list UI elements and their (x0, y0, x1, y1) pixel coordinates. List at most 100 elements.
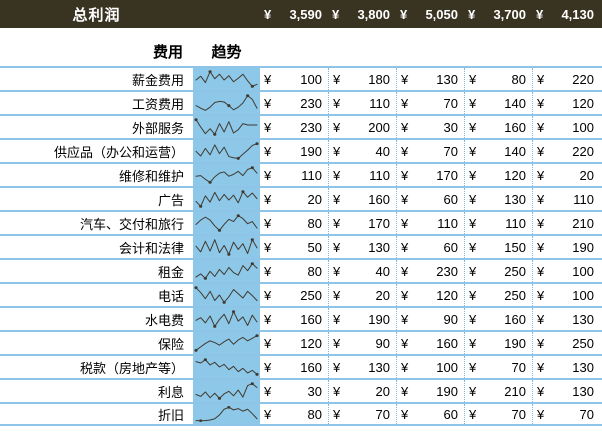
table-row[interactable]: 水电费 ¥160 ¥190 ¥90 ¥160 ¥130 (0, 306, 602, 330)
expense-value-cell[interactable]: ¥170 (396, 164, 464, 186)
expense-value-cell[interactable]: ¥40 (328, 140, 396, 162)
table-row[interactable]: 外部服务 ¥230 ¥200 ¥30 ¥160 ¥100 (0, 114, 602, 138)
table-row[interactable]: 利息 ¥30 ¥20 ¥190 ¥210 ¥130 (0, 378, 602, 402)
expense-value-cell[interactable]: ¥190 (532, 236, 600, 258)
expense-value-cell[interactable]: ¥110 (328, 92, 396, 114)
expense-value-cell[interactable]: ¥230 (396, 260, 464, 282)
table-row[interactable]: 折旧 ¥80 ¥70 ¥60 ¥70 ¥70 (0, 402, 602, 426)
trend-sparkline-cell[interactable] (193, 188, 260, 210)
expense-value-cell[interactable]: ¥160 (260, 308, 328, 330)
expense-value-cell[interactable]: ¥100 (396, 356, 464, 378)
expense-value-cell[interactable]: ¥120 (260, 332, 328, 354)
expense-value-cell[interactable]: ¥70 (396, 92, 464, 114)
trend-sparkline-cell[interactable] (193, 380, 260, 402)
expense-value-cell[interactable]: ¥60 (396, 404, 464, 424)
expense-value-cell[interactable]: ¥130 (328, 356, 396, 378)
table-row[interactable]: 保险 ¥120 ¥90 ¥160 ¥190 ¥250 (0, 330, 602, 354)
expense-value-cell[interactable]: ¥130 (396, 68, 464, 90)
expense-value-cell[interactable]: ¥190 (328, 308, 396, 330)
table-row[interactable]: 会计和法律 ¥50 ¥130 ¥60 ¥150 ¥190 (0, 234, 602, 258)
trend-sparkline-cell[interactable] (193, 260, 260, 282)
expense-value-cell[interactable]: ¥70 (328, 404, 396, 424)
expense-value-cell[interactable]: ¥90 (396, 308, 464, 330)
expense-value-cell[interactable]: ¥190 (396, 380, 464, 402)
expense-value-cell[interactable]: ¥120 (532, 92, 600, 114)
expense-value-cell[interactable]: ¥50 (260, 236, 328, 258)
expense-value-cell[interactable]: ¥80 (260, 260, 328, 282)
expense-value-cell[interactable]: ¥20 (328, 284, 396, 306)
expense-value-cell[interactable]: ¥160 (464, 116, 532, 138)
expense-value-cell[interactable]: ¥80 (260, 212, 328, 234)
expense-value-cell[interactable]: ¥80 (260, 404, 328, 424)
expense-value-cell[interactable]: ¥130 (464, 188, 532, 210)
expense-value-cell[interactable]: ¥110 (464, 212, 532, 234)
trend-sparkline-cell[interactable] (193, 332, 260, 354)
expense-value-cell[interactable]: ¥130 (532, 380, 600, 402)
trend-sparkline-cell[interactable] (193, 68, 260, 90)
expense-value-cell[interactable]: ¥160 (328, 188, 396, 210)
table-row[interactable]: 汽车、交付和旅行 ¥80 ¥170 ¥110 ¥110 ¥210 (0, 210, 602, 234)
expense-value-cell[interactable]: ¥20 (260, 188, 328, 210)
table-row[interactable]: 租金 ¥80 ¥40 ¥230 ¥250 ¥100 (0, 258, 602, 282)
expense-value-cell[interactable]: ¥230 (260, 92, 328, 114)
table-row[interactable]: 薪金费用 ¥100 ¥180 ¥130 ¥80 ¥220 (0, 66, 602, 90)
table-row[interactable]: 电话 ¥250 ¥20 ¥120 ¥250 ¥100 (0, 282, 602, 306)
trend-sparkline-cell[interactable] (193, 92, 260, 114)
expense-value-cell[interactable]: ¥130 (328, 236, 396, 258)
expense-value-cell[interactable]: ¥230 (260, 116, 328, 138)
expense-value-cell[interactable]: ¥150 (464, 236, 532, 258)
expense-value-cell[interactable]: ¥70 (396, 140, 464, 162)
trend-sparkline-cell[interactable] (193, 116, 260, 138)
table-row[interactable]: 供应品（办公和运营） ¥190 ¥40 ¥70 ¥140 ¥220 (0, 138, 602, 162)
expense-value-cell[interactable]: ¥60 (396, 236, 464, 258)
expense-value-cell[interactable]: ¥110 (396, 212, 464, 234)
trend-sparkline-cell[interactable] (193, 212, 260, 234)
expense-value-cell[interactable]: ¥210 (464, 380, 532, 402)
expense-value-cell[interactable]: ¥70 (532, 404, 600, 424)
trend-sparkline-cell[interactable] (193, 404, 260, 424)
expense-value-cell[interactable]: ¥220 (532, 68, 600, 90)
expense-value-cell[interactable]: ¥180 (328, 68, 396, 90)
trend-sparkline-cell[interactable] (193, 356, 260, 378)
expense-value-cell[interactable]: ¥160 (464, 308, 532, 330)
expense-value-cell[interactable]: ¥100 (532, 284, 600, 306)
trend-sparkline-cell[interactable] (193, 236, 260, 258)
expense-value-cell[interactable]: ¥110 (328, 164, 396, 186)
expense-value-cell[interactable]: ¥140 (464, 92, 532, 114)
expense-value-cell[interactable]: ¥160 (396, 332, 464, 354)
expense-value-cell[interactable]: ¥70 (464, 356, 532, 378)
expense-value-cell[interactable]: ¥170 (328, 212, 396, 234)
expense-value-cell[interactable]: ¥160 (260, 356, 328, 378)
expense-value-cell[interactable]: ¥90 (328, 332, 396, 354)
expense-value-cell[interactable]: ¥100 (532, 260, 600, 282)
trend-sparkline-cell[interactable] (193, 308, 260, 330)
expense-value-cell[interactable]: ¥100 (260, 68, 328, 90)
expense-value-cell[interactable]: ¥250 (532, 332, 600, 354)
expense-value-cell[interactable]: ¥20 (328, 380, 396, 402)
expense-value-cell[interactable]: ¥190 (464, 332, 532, 354)
table-row[interactable]: 税款（房地产等） ¥160 ¥130 ¥100 ¥70 ¥130 (0, 354, 602, 378)
expense-value-cell[interactable]: ¥80 (464, 68, 532, 90)
trend-sparkline-cell[interactable] (193, 140, 260, 162)
expense-value-cell[interactable]: ¥200 (328, 116, 396, 138)
expense-value-cell[interactable]: ¥250 (260, 284, 328, 306)
expense-value-cell[interactable]: ¥100 (532, 116, 600, 138)
table-row[interactable]: 工资费用 ¥230 ¥110 ¥70 ¥140 ¥120 (0, 90, 602, 114)
table-row[interactable]: 维修和维护 ¥110 ¥110 ¥170 ¥120 ¥20 (0, 162, 602, 186)
expense-value-cell[interactable]: ¥30 (396, 116, 464, 138)
expense-value-cell[interactable]: ¥250 (464, 284, 532, 306)
expense-value-cell[interactable]: ¥130 (532, 308, 600, 330)
expense-value-cell[interactable]: ¥110 (532, 188, 600, 210)
expense-value-cell[interactable]: ¥140 (464, 140, 532, 162)
trend-sparkline-cell[interactable] (193, 164, 260, 186)
expense-value-cell[interactable]: ¥30 (260, 380, 328, 402)
expense-value-cell[interactable]: ¥110 (260, 164, 328, 186)
expense-value-cell[interactable]: ¥40 (328, 260, 396, 282)
expense-value-cell[interactable]: ¥190 (260, 140, 328, 162)
expense-value-cell[interactable]: ¥120 (396, 284, 464, 306)
expense-value-cell[interactable]: ¥250 (464, 260, 532, 282)
expense-value-cell[interactable]: ¥20 (532, 164, 600, 186)
expense-value-cell[interactable]: ¥70 (464, 404, 532, 424)
expense-value-cell[interactable]: ¥60 (396, 188, 464, 210)
table-row[interactable]: 广告 ¥20 ¥160 ¥60 ¥130 ¥110 (0, 186, 602, 210)
